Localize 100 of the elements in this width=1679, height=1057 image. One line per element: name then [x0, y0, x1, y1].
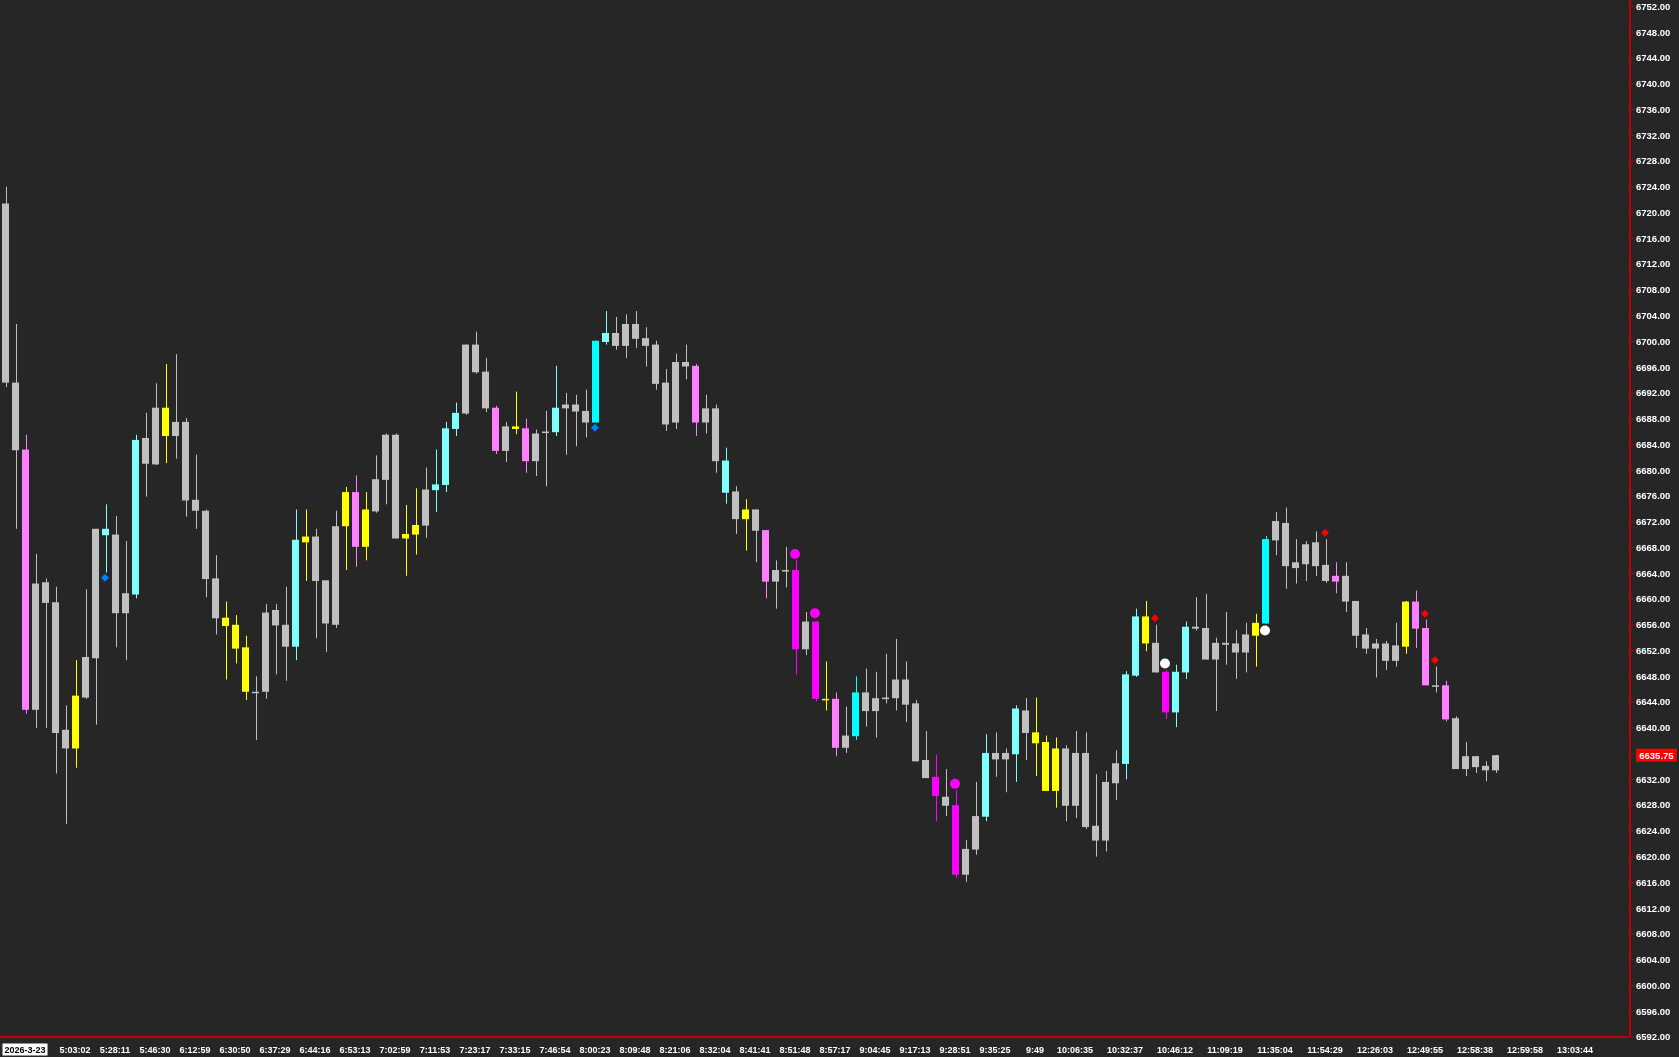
- point: [1151, 614, 1159, 623]
- candlestick: [1252, 613, 1259, 668]
- point: [810, 608, 820, 619]
- y-tick-label: 6600.00: [1636, 979, 1671, 991]
- y-tick-label: 6716.00: [1636, 232, 1671, 244]
- x-tick-label: 8:57:17: [819, 1045, 851, 1055]
- y-tick-label: 6684.00: [1636, 438, 1671, 450]
- candlestick: [782, 546, 789, 588]
- candlestick: [602, 310, 609, 346]
- x-tick-label: 5:03:02: [59, 1045, 91, 1055]
- candlestick: [582, 389, 589, 438]
- y-tick-label: 6712.00: [1636, 258, 1671, 270]
- y-tick-label: 6592.00: [1636, 1031, 1671, 1043]
- candlestick: [1332, 561, 1339, 594]
- candlestick: [192, 454, 199, 530]
- y-tick-label: 6640.00: [1636, 722, 1671, 734]
- y-tick-label: 6692.00: [1636, 387, 1671, 399]
- y-tick-label: 6708.00: [1636, 284, 1671, 296]
- candlestick: [62, 704, 69, 825]
- candlestick: [172, 353, 179, 460]
- y-tick-label: 6724.00: [1636, 181, 1671, 193]
- y-tick-label: 6672.00: [1636, 516, 1671, 528]
- point: [1160, 658, 1170, 669]
- y-tick-label: 6740.00: [1636, 78, 1671, 90]
- point: [1260, 625, 1270, 636]
- candlestick: [992, 731, 999, 778]
- candlestick: [1022, 697, 1029, 761]
- candlestick: [1382, 640, 1389, 671]
- candlestick: [772, 559, 779, 610]
- candlestick: [102, 503, 109, 574]
- x-tick-label: 13:03:44: [1556, 1045, 1594, 1055]
- x-tick-label: 11:54:29: [1307, 1045, 1343, 1055]
- y-tick-label: 6616.00: [1636, 876, 1671, 888]
- y-tick-label: 6596.00: [1636, 1005, 1671, 1017]
- point: [1321, 528, 1329, 537]
- candlestick: [412, 487, 419, 556]
- candlestick: [432, 449, 439, 513]
- candlestick: [922, 730, 929, 779]
- candlestick: [932, 754, 939, 822]
- candlestick: [892, 638, 899, 711]
- x-tick-label: 8:41:41: [739, 1045, 771, 1055]
- y-tick-label: 6720.00: [1636, 206, 1671, 218]
- x-tick-label: 6:37:29: [259, 1045, 291, 1055]
- candlestick: [232, 614, 239, 664]
- candlestick: [1462, 741, 1469, 777]
- point: [591, 423, 599, 432]
- candlestick: [1292, 538, 1299, 585]
- x-tick-label: 9:35:25: [979, 1045, 1011, 1055]
- x-tick-label: 9:17:13: [899, 1045, 931, 1055]
- candlestick: [1392, 622, 1399, 668]
- candlestick: [452, 402, 459, 437]
- point: [790, 548, 800, 559]
- point: [101, 573, 109, 582]
- y-tick-label: 6604.00: [1636, 954, 1671, 966]
- candlestick: [742, 498, 749, 552]
- x-tick-label: 8:09:48: [619, 1045, 651, 1055]
- y-tick-label: 6732.00: [1636, 129, 1671, 141]
- candlestick: [1212, 637, 1219, 712]
- candlestick: [122, 540, 129, 661]
- candlestick: [702, 394, 709, 434]
- y-tick-label: 6668.00: [1636, 541, 1671, 553]
- x-tick-label: 8:32:04: [699, 1045, 731, 1055]
- candlestick: [1222, 611, 1229, 666]
- y-tick-label: 6628.00: [1636, 799, 1671, 811]
- y-tick-label: 6680.00: [1636, 464, 1671, 476]
- x-tick-label: 6:12:59: [179, 1045, 211, 1055]
- candlestick: [42, 577, 49, 729]
- candlestick: [1002, 747, 1009, 793]
- candlestick: [1232, 629, 1239, 680]
- x-tick-label: 12:49:55: [1406, 1045, 1444, 1055]
- x-tick-label: 8:21:06: [659, 1045, 691, 1055]
- x-tick-label: 12:26:03: [1356, 1045, 1394, 1055]
- y-tick-label: 6704.00: [1636, 309, 1671, 321]
- point: [1431, 656, 1439, 665]
- candlestick: [862, 668, 869, 728]
- candlestick: [1272, 511, 1279, 556]
- x-tick-label: 5:46:30: [139, 1045, 171, 1055]
- x-tick-label: 12:58:38: [1456, 1045, 1494, 1055]
- candlestick: [612, 316, 619, 351]
- y-tick-label: 6744.00: [1636, 52, 1671, 64]
- candlestick: [752, 508, 759, 563]
- candlestick: [842, 706, 849, 754]
- text: 6635.75: [1639, 749, 1675, 761]
- y-tick-label: 6736.00: [1636, 103, 1671, 115]
- y-tick-label: 6656.00: [1636, 619, 1671, 631]
- candlestick: [282, 586, 289, 682]
- y-tick-label: 6648.00: [1636, 670, 1671, 682]
- y-tick-label: 6676.00: [1636, 490, 1671, 502]
- x-tick-label: 5:28:11: [99, 1045, 131, 1055]
- candlestick: [872, 671, 879, 738]
- candlestick: [942, 768, 949, 817]
- x-tick-label: 7:02:59: [379, 1045, 411, 1055]
- x-tick-label: 11:35:04: [1257, 1045, 1293, 1055]
- candlestick: [1242, 622, 1249, 673]
- candlestick: [1372, 638, 1379, 679]
- x-tick-label: 6:53:13: [339, 1045, 371, 1055]
- candlestick: [1092, 773, 1099, 858]
- y-tick-label: 6624.00: [1636, 825, 1671, 837]
- x-tick-label: 8:51:48: [779, 1045, 811, 1055]
- x-tick-label: 6:44:16: [299, 1045, 331, 1055]
